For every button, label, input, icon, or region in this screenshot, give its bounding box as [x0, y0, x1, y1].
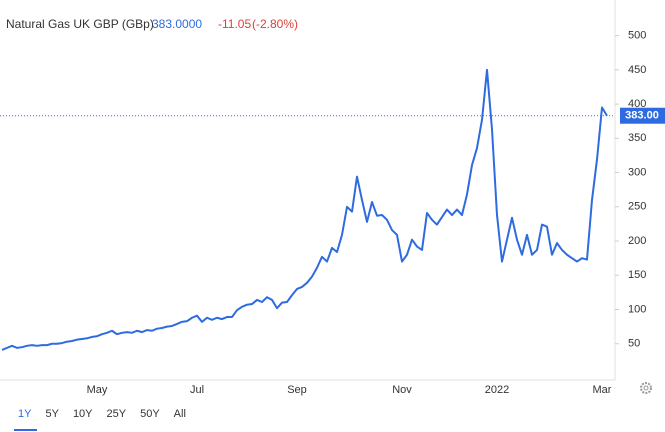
- x-tick-label: Sep: [287, 384, 307, 396]
- range-button[interactable]: All: [174, 408, 186, 420]
- y-tick-label: 350: [628, 132, 646, 144]
- range-button[interactable]: 25Y: [107, 408, 127, 420]
- y-tick-label: 200: [628, 235, 646, 247]
- x-tick-label: Jul: [190, 384, 204, 396]
- y-tick-label: 500: [628, 30, 646, 42]
- change: -11.05: [218, 17, 251, 31]
- last-price-tag: [620, 107, 665, 124]
- y-tick-label: 250: [628, 201, 646, 213]
- settings-icon[interactable]: [640, 382, 652, 394]
- range-button[interactable]: 5Y: [45, 408, 59, 420]
- chart-title: Natural Gas UK GBP (GBp): [6, 17, 154, 31]
- y-tick-label: 150: [628, 269, 646, 281]
- x-tick-label: May: [87, 384, 108, 396]
- range-button[interactable]: 1Y: [18, 408, 32, 420]
- last-price-label: 383.00: [625, 110, 659, 122]
- y-tick-label: 300: [628, 166, 646, 178]
- x-tick-label: Mar: [593, 384, 612, 396]
- price-line: [1, 68, 608, 351]
- y-tick-label: 450: [628, 64, 646, 76]
- change-pct: (-2.80%): [252, 17, 298, 31]
- y-tick-label: 50: [628, 338, 640, 350]
- x-tick-label: 2022: [485, 384, 509, 396]
- price: 383.0000: [152, 17, 202, 31]
- x-tick-label: Nov: [392, 384, 412, 396]
- range-button[interactable]: 50Y: [140, 408, 160, 420]
- y-tick-label: 100: [628, 303, 646, 315]
- y-tick-label: 400: [628, 98, 646, 110]
- range-button[interactable]: 10Y: [73, 408, 93, 420]
